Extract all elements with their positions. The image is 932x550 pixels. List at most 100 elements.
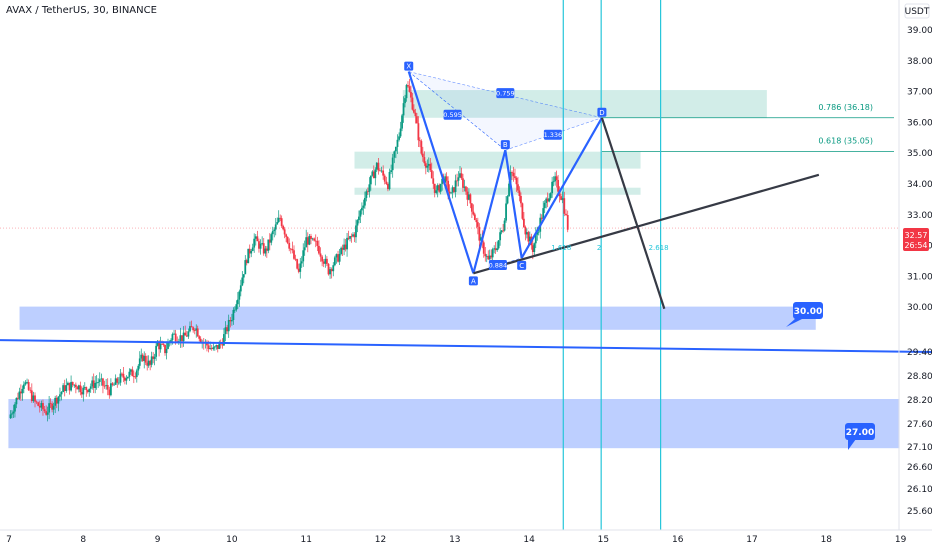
x-tick-label: 8 (80, 535, 86, 545)
candle-body (254, 236, 257, 239)
callout-label: 27.00 (846, 428, 874, 438)
candle-body (276, 222, 279, 225)
y-tick-label: 30.00 (907, 303, 932, 313)
candle-body (152, 356, 155, 359)
candle-body (416, 116, 418, 124)
candle-body (335, 254, 338, 258)
ratio-badge (488, 260, 507, 271)
candle-body (251, 247, 254, 251)
candle-body (265, 248, 268, 251)
candle-body (137, 365, 140, 371)
candle-body (121, 373, 123, 375)
candle-body (491, 249, 494, 258)
candle-body (149, 360, 152, 365)
candle-body (138, 358, 141, 366)
candle-body (233, 309, 236, 311)
candle-body (503, 220, 506, 231)
candle-body (238, 291, 241, 300)
pattern-ratio-line (408, 71, 602, 119)
candle-body (60, 392, 63, 395)
time-extension-label: 2 (597, 244, 601, 252)
candle-body (497, 240, 500, 249)
candle-body (15, 397, 18, 405)
candle-body (359, 210, 362, 217)
candle-body (247, 248, 250, 264)
candle-body (379, 170, 381, 172)
candle-body (303, 247, 306, 251)
candle-body (239, 285, 242, 292)
candle-body (215, 345, 218, 347)
candle-body (377, 162, 380, 171)
candle-body (308, 235, 311, 245)
candle-body (366, 191, 369, 193)
candle-body (245, 260, 248, 264)
candle-body (531, 245, 534, 253)
candle-body (242, 274, 245, 278)
candle-body (248, 248, 251, 254)
candle-body (125, 378, 128, 381)
candle-body (150, 356, 153, 365)
candle-body (273, 229, 276, 232)
candle-body (43, 409, 46, 412)
candle-body (185, 335, 188, 337)
candle-body (261, 243, 264, 244)
candle-body (555, 176, 558, 180)
candle-body (21, 388, 24, 394)
ratio-badge (543, 129, 562, 140)
candle-body (528, 236, 531, 242)
candle-body (293, 250, 295, 259)
candle-body (224, 327, 227, 335)
candle-body (545, 198, 548, 203)
candle-body (111, 383, 114, 385)
candle-body (280, 218, 283, 226)
candle-body (48, 403, 51, 413)
fib-zone (354, 151, 641, 169)
candle-body (161, 343, 163, 345)
candle-body (410, 91, 412, 98)
candle-body (241, 277, 244, 286)
candle-body (453, 187, 455, 192)
ratio-label: 0.759 (496, 90, 515, 98)
candle-body (223, 334, 225, 346)
candle-body (420, 141, 423, 154)
candle-body (236, 299, 239, 305)
candle-body (506, 196, 509, 204)
candle-body (418, 140, 421, 142)
candle-body (71, 381, 74, 386)
candle-body (445, 176, 448, 181)
candle-body (404, 98, 406, 104)
candle-body (321, 256, 324, 262)
candle-body (52, 405, 55, 410)
candle-body (566, 214, 569, 230)
candle-body (468, 194, 470, 200)
candle-body (49, 403, 52, 404)
candle-body (306, 237, 309, 245)
candle-body (371, 171, 374, 176)
candle-body (554, 176, 557, 182)
candle-body (171, 334, 174, 341)
candle-body (319, 253, 322, 257)
candle-body (174, 333, 177, 342)
current-price: 32.57 (905, 231, 928, 240)
candle-body (520, 196, 522, 204)
candle-body (488, 255, 491, 260)
candle-body (134, 376, 137, 378)
candle-body (505, 203, 507, 221)
candle-body (210, 348, 213, 350)
candle-body (40, 403, 43, 408)
y-tick-label: 27.10 (907, 443, 932, 453)
x-tick-label: 17 (746, 535, 757, 545)
candle-body (126, 376, 129, 379)
candle-body (226, 327, 229, 332)
candle-body (302, 250, 305, 262)
candle-body (470, 203, 473, 212)
candle-body (540, 217, 543, 219)
candle-body (447, 180, 450, 192)
candle-body (382, 170, 385, 176)
candle-body (465, 186, 467, 192)
candle-body (227, 319, 230, 332)
candle-body (380, 170, 383, 172)
candle-body (102, 378, 104, 386)
